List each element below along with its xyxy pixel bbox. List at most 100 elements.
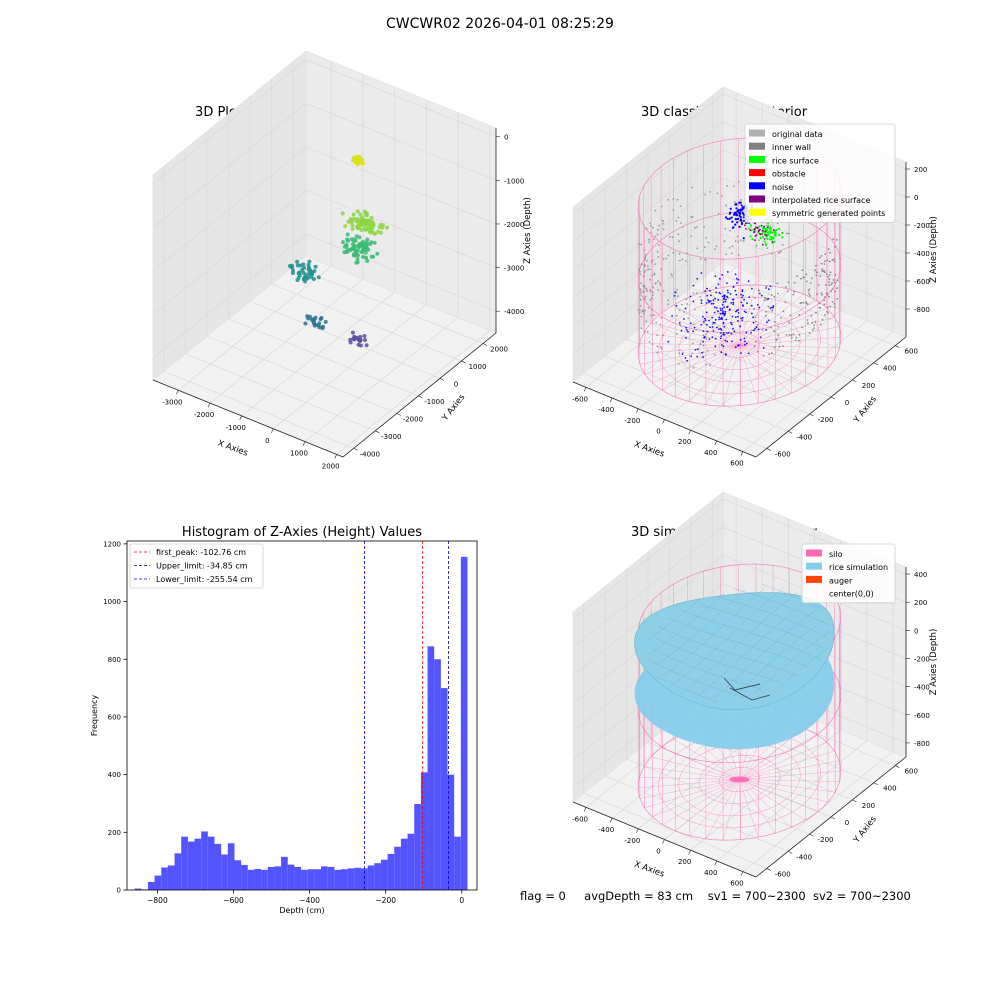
plot2-noise-point bbox=[714, 275, 717, 277]
plot2-noise-point bbox=[736, 282, 738, 284]
plot2-floor-spoke bbox=[687, 297, 740, 346]
plot1-xtick bbox=[207, 402, 211, 408]
plot2-rice-point bbox=[766, 237, 769, 241]
plot2-noise-point bbox=[755, 326, 758, 329]
plot2-floor-spoke bbox=[660, 313, 740, 346]
plot1-point bbox=[369, 216, 374, 220]
plot1-point bbox=[287, 264, 292, 268]
plot2-noise-point bbox=[741, 319, 744, 322]
plot2-xtick-label: 0 bbox=[656, 428, 660, 436]
plot4-xtick-label: 0 bbox=[656, 848, 660, 856]
plot1-ytick bbox=[482, 343, 488, 346]
plot2-wall-point bbox=[644, 255, 647, 258]
plot2-rice-point bbox=[772, 236, 775, 239]
plot2-noise-point bbox=[759, 336, 762, 339]
plot2-wall-point bbox=[650, 261, 653, 263]
plot2-wall-point bbox=[660, 316, 662, 319]
plot2-wall-point bbox=[731, 252, 733, 255]
plot2-noise-point bbox=[708, 338, 711, 340]
plot4-floor-spoke bbox=[651, 756, 740, 780]
plot2-wall-point bbox=[802, 276, 805, 279]
plot3-bar bbox=[221, 854, 228, 890]
plot2-wall-point bbox=[805, 301, 807, 303]
plot4-ytick-label: 400 bbox=[883, 785, 896, 793]
plot2-noise-point bbox=[739, 209, 742, 212]
plot1-point bbox=[377, 225, 382, 230]
plot2-floor-spoke bbox=[675, 345, 740, 398]
plot1-ztick-label: -2000 bbox=[504, 221, 524, 229]
plot4-floor-spoke bbox=[643, 766, 740, 780]
plot2-noise-point bbox=[740, 301, 743, 304]
plot1-point bbox=[302, 276, 307, 281]
plot2-noise-point bbox=[722, 312, 724, 314]
plot1-point bbox=[354, 224, 359, 229]
plot2-noise-point bbox=[766, 321, 768, 324]
plot1-point bbox=[364, 240, 369, 245]
plot2-floor-spoke bbox=[739, 300, 817, 346]
plot3-xaxis-label: Depth (cm) bbox=[279, 906, 324, 915]
plot3-bar bbox=[287, 864, 295, 890]
plot1-yaxis-line bbox=[342, 332, 497, 458]
plot2-noise-point bbox=[667, 340, 670, 343]
plot1-point bbox=[312, 269, 317, 274]
plot2-rice-point bbox=[774, 231, 777, 234]
plot2-noise-point bbox=[703, 317, 706, 320]
plot2-wall-point bbox=[711, 323, 714, 326]
plot2-wall-point bbox=[823, 269, 825, 272]
plot2-noise-point bbox=[680, 329, 683, 332]
plot2-noise-point bbox=[726, 295, 728, 298]
plot2-wall-point bbox=[751, 329, 753, 332]
plot2-noise-point bbox=[740, 293, 743, 296]
plot2-wall-point bbox=[779, 250, 782, 253]
plot2-noise-point bbox=[702, 340, 704, 343]
plot1-point bbox=[356, 253, 360, 258]
plot2-noise-point bbox=[748, 296, 751, 299]
plot2-wall-point bbox=[826, 293, 829, 296]
plot4-ztick-label: 400 bbox=[914, 571, 927, 579]
plot2-xtick-label: -200 bbox=[624, 417, 640, 425]
plot2-wall-point bbox=[770, 294, 773, 296]
plot2-noise-point bbox=[741, 212, 745, 215]
plot2-ytick-label: -400 bbox=[796, 433, 812, 441]
plot4-floor-spoke bbox=[739, 779, 741, 840]
status-avg-depth: avgDepth = 83 cm bbox=[584, 889, 694, 903]
plot2-noise-point bbox=[715, 287, 717, 289]
plot2-ygrid bbox=[711, 95, 896, 346]
plot2-wall-point bbox=[782, 345, 784, 347]
status-sv1: sv1 = 700~2300 bbox=[707, 889, 806, 903]
plot2-wall-point bbox=[754, 296, 756, 299]
plot2-wall-point bbox=[662, 228, 665, 231]
plot2-noise-point bbox=[767, 319, 770, 322]
plot1-point bbox=[311, 277, 316, 281]
plot4-xtick bbox=[662, 839, 665, 844]
plot4-ztick-label: 0 bbox=[914, 627, 918, 635]
plot2-wall-point bbox=[770, 352, 773, 355]
plot2-wall-point bbox=[715, 245, 718, 248]
plot4-xtick bbox=[740, 871, 744, 876]
plot2-noise-point bbox=[704, 319, 707, 322]
plot2-noise-point bbox=[727, 331, 730, 334]
plot1-ztick-label: -4000 bbox=[504, 308, 524, 316]
plot3-bar bbox=[454, 836, 461, 890]
plot4-ytick bbox=[895, 765, 900, 768]
plot2-legend-label: obstacle bbox=[772, 170, 806, 179]
plot1-point bbox=[303, 279, 308, 284]
plot1-point bbox=[291, 268, 295, 273]
plot2-ytick-label: 400 bbox=[883, 365, 896, 373]
plot2-wall-point bbox=[807, 322, 809, 325]
plot2-wall-point bbox=[819, 275, 822, 277]
plot2-interp-point bbox=[761, 243, 764, 246]
plot2-wall-point bbox=[776, 282, 779, 285]
plot1-ztick-label: -1000 bbox=[504, 177, 524, 185]
plot2-noise-point bbox=[700, 302, 703, 304]
plot2-ztick-label: -600 bbox=[914, 278, 930, 286]
plot2-wall-point bbox=[780, 317, 783, 319]
plot2-wall-point bbox=[823, 303, 826, 306]
plot2-wall-point bbox=[784, 301, 787, 303]
plot2-wall-point bbox=[775, 339, 778, 341]
plot2-noise-point bbox=[692, 300, 695, 303]
plot1-ytick bbox=[461, 360, 466, 364]
plot2-rice-point bbox=[751, 238, 754, 241]
plot2-wall-point bbox=[821, 318, 824, 321]
